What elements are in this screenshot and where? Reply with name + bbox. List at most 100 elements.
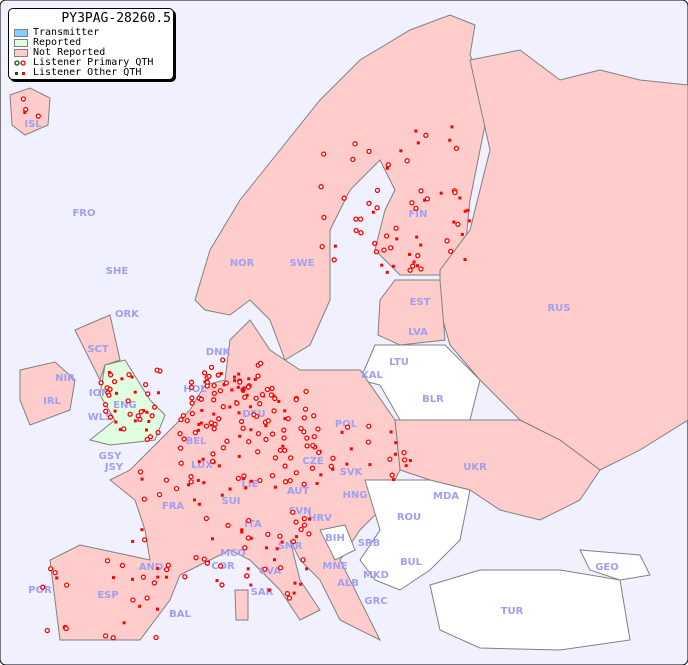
listener-primary-qth-marker <box>330 455 336 461</box>
legend-label: Transmitter <box>33 27 100 38</box>
country-label-ukr: UKR <box>463 462 487 473</box>
listener-primary-qth-marker <box>149 413 155 419</box>
country-label-dnk: DNK <box>206 347 232 358</box>
listener-other-qth-marker <box>391 478 395 482</box>
listener-primary-qth-marker <box>245 384 252 390</box>
listener-primary-qth-marker <box>298 425 304 432</box>
legend-not-reported: Not Reported <box>9 48 173 58</box>
listener-primary-qth-marker <box>217 563 224 569</box>
listener-other-qth-marker <box>156 567 160 571</box>
listener-primary-qth-marker <box>198 396 204 402</box>
listener-primary-qth-marker <box>271 408 277 414</box>
listener-primary-qth-marker <box>366 200 372 207</box>
listener-primary-qth-marker <box>263 436 269 443</box>
listener-primary-qth-marker <box>210 451 216 457</box>
listener-other-qth-marker <box>111 576 115 580</box>
listener-other-qth-marker <box>145 428 149 432</box>
listener-primary-qth-marker <box>353 216 359 222</box>
listener-primary-qth-marker <box>293 396 299 403</box>
listener-other-qth-marker <box>244 486 248 490</box>
listener-primary-qth-marker <box>189 410 196 417</box>
listener-primary-qth-marker <box>240 425 246 431</box>
listener-primary-qth-marker <box>310 442 316 449</box>
listener-primary-qth-marker <box>315 426 321 432</box>
listener-primary-qth-marker <box>121 426 127 432</box>
country-ukr <box>394 419 601 521</box>
listener-primary-qth-marker <box>385 162 391 168</box>
listener-other-qth-marker <box>448 138 452 142</box>
listener-primary-qth-marker <box>201 370 208 376</box>
listener-other-qth-marker <box>233 379 237 383</box>
listener-primary-qth-marker <box>189 400 195 406</box>
listener-primary-qth-marker <box>201 556 207 562</box>
listener-primary-qth-marker <box>374 205 380 211</box>
listener-primary-qth-marker <box>287 477 293 484</box>
listener-other-qth-marker <box>237 454 241 458</box>
listener-other-qth-marker <box>237 372 241 376</box>
listener-other-qth-marker <box>264 546 268 550</box>
listener-primary-qth-marker <box>321 214 327 221</box>
listener-primary-qth-marker <box>251 411 257 418</box>
country-geo <box>579 549 651 581</box>
country-label-iom: IOM <box>89 388 111 399</box>
listener-primary-qth-marker <box>303 388 309 395</box>
country-label-mda: MDA <box>433 491 459 502</box>
listener-primary-qth-marker <box>203 515 209 522</box>
listener-primary-qth-marker <box>163 566 170 573</box>
country-label-mne: MNE <box>322 561 347 572</box>
listener-primary-qth-marker <box>415 252 421 259</box>
country-label-bih: BIH <box>325 533 345 544</box>
listener-other-qth-marker <box>220 493 224 497</box>
listener-other-qth-marker <box>23 110 27 114</box>
not-reported-swatch <box>14 49 28 57</box>
country-label-esp: ESP <box>97 590 118 601</box>
listener-primary-qth-marker <box>257 401 263 407</box>
country-nor-swe-fin <box>194 14 491 361</box>
country-label-srb: SRB <box>358 538 381 549</box>
country-label-sct: SCT <box>87 344 109 355</box>
listener-other-qth-marker <box>230 388 234 392</box>
listener-other-qth-marker <box>114 420 118 424</box>
listener-primary-qth-marker <box>206 373 212 380</box>
listener-primary-qth-marker <box>448 248 454 255</box>
listener-other-qth-marker <box>272 558 276 562</box>
listener-primary-qth-marker <box>374 187 381 194</box>
circle-marker-icon <box>14 60 28 66</box>
listener-primary-qth-marker <box>301 415 308 421</box>
listener-primary-qth-marker <box>119 562 126 569</box>
listener-primary-qth-marker <box>220 404 226 410</box>
listener-primary-qth-marker <box>452 189 458 196</box>
listener-primary-qth-marker <box>242 394 248 400</box>
listener-primary-qth-marker <box>290 538 297 545</box>
listener-other-qth-marker <box>407 252 411 256</box>
country-label-alb: ALB <box>337 578 359 589</box>
listener-primary-qth-marker <box>52 569 58 576</box>
legend: PY3PAG-28260.5 Transmitter Reported Not … <box>8 8 174 80</box>
listener-other-qth-marker <box>140 477 144 481</box>
listener-other-qth-marker <box>155 607 159 611</box>
listener-primary-qth-marker <box>418 188 424 194</box>
legend-transmitter: Transmitter <box>9 28 173 38</box>
listener-primary-qth-marker <box>318 184 324 190</box>
listener-primary-qth-marker <box>235 475 242 482</box>
listener-primary-qth-marker <box>156 492 163 498</box>
listener-other-qth-marker <box>246 567 250 571</box>
listener-other-qth-marker <box>293 581 297 585</box>
listener-other-qth-marker <box>210 537 214 541</box>
listener-other-qth-marker <box>412 260 416 264</box>
listener-primary-qth-marker <box>189 395 195 401</box>
listener-primary-qth-marker <box>455 221 461 228</box>
listener-other-qth-marker <box>299 582 303 586</box>
listener-other-qth-marker <box>319 473 323 477</box>
listener-primary-qth-marker <box>184 417 190 424</box>
listener-other-qth-marker <box>345 462 349 466</box>
listener-other-qth-marker <box>408 459 412 463</box>
listener-primary-qth-marker <box>102 633 109 639</box>
listener-other-qth-marker <box>201 457 205 461</box>
listener-primary-qth-marker <box>404 158 410 164</box>
listener-primary-qth-marker <box>107 414 114 420</box>
listener-primary-qth-marker <box>140 574 147 580</box>
country-label-smr: SMR <box>278 541 303 552</box>
listener-primary-qth-marker <box>163 477 170 483</box>
listener-primary-qth-marker <box>373 249 380 255</box>
